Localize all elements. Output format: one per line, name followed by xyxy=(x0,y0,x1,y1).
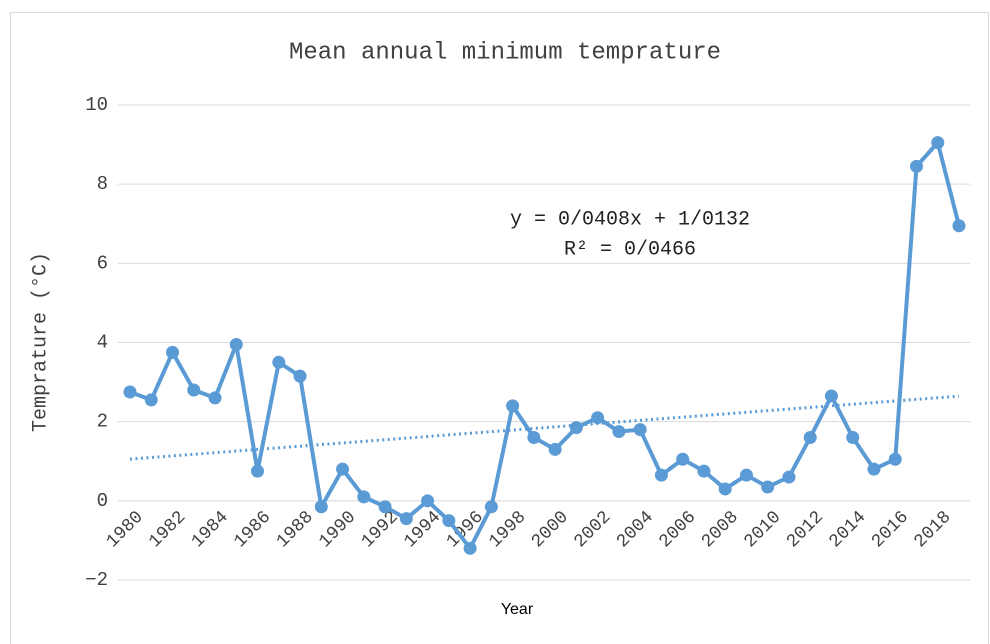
data-point xyxy=(251,464,265,478)
data-point xyxy=(846,431,860,444)
y-tick-label: 0 xyxy=(97,490,108,512)
data-point xyxy=(824,389,838,403)
data-point xyxy=(336,462,350,476)
data-point xyxy=(654,468,668,482)
data-point xyxy=(378,500,392,514)
data-point xyxy=(569,421,583,435)
data-point xyxy=(676,452,690,466)
data-point xyxy=(187,383,201,397)
data-point xyxy=(144,393,158,407)
y-tick-label: 8 xyxy=(97,173,108,195)
data-point xyxy=(612,425,626,439)
y-tick-label: 10 xyxy=(85,94,108,116)
data-point xyxy=(697,464,711,478)
data-point xyxy=(208,391,222,405)
y-tick-label: 2 xyxy=(97,411,108,433)
data-point xyxy=(909,159,923,173)
data-point xyxy=(442,514,456,528)
chart-frame xyxy=(10,12,989,644)
data-point xyxy=(931,136,945,150)
data-point xyxy=(123,385,137,399)
data-point xyxy=(739,468,753,482)
data-point xyxy=(761,480,775,494)
data-point xyxy=(229,337,243,351)
data-point xyxy=(782,470,796,484)
data-point xyxy=(527,431,541,444)
data-point xyxy=(399,512,413,526)
data-point xyxy=(591,411,605,425)
trend-equation: y = 0/0408x + 1/0132 xyxy=(510,208,750,231)
y-tick-label: −2 xyxy=(85,569,108,591)
trend-r2: R² = 0/0466 xyxy=(564,238,696,261)
data-point xyxy=(633,423,647,437)
data-point xyxy=(314,500,328,514)
data-point xyxy=(421,494,435,508)
chart-title: Mean annual minimum temprature xyxy=(289,39,721,66)
y-tick-label: 4 xyxy=(97,332,108,354)
data-point xyxy=(548,442,562,456)
data-point xyxy=(166,345,180,359)
data-point xyxy=(463,541,477,555)
data-point xyxy=(718,482,732,496)
data-point xyxy=(506,399,520,413)
y-axis-label: Temprature (°C) xyxy=(29,252,52,432)
x-axis-label: Year xyxy=(501,601,534,618)
data-point xyxy=(484,500,498,514)
trendline xyxy=(129,394,960,461)
data-point xyxy=(357,490,371,504)
data-point xyxy=(293,369,307,383)
data-point xyxy=(867,462,881,476)
data-point xyxy=(272,355,286,369)
data-line xyxy=(129,140,961,551)
data-point xyxy=(952,219,966,233)
data-point xyxy=(888,452,902,466)
data-point xyxy=(803,431,817,444)
y-tick-label: 6 xyxy=(97,252,108,274)
